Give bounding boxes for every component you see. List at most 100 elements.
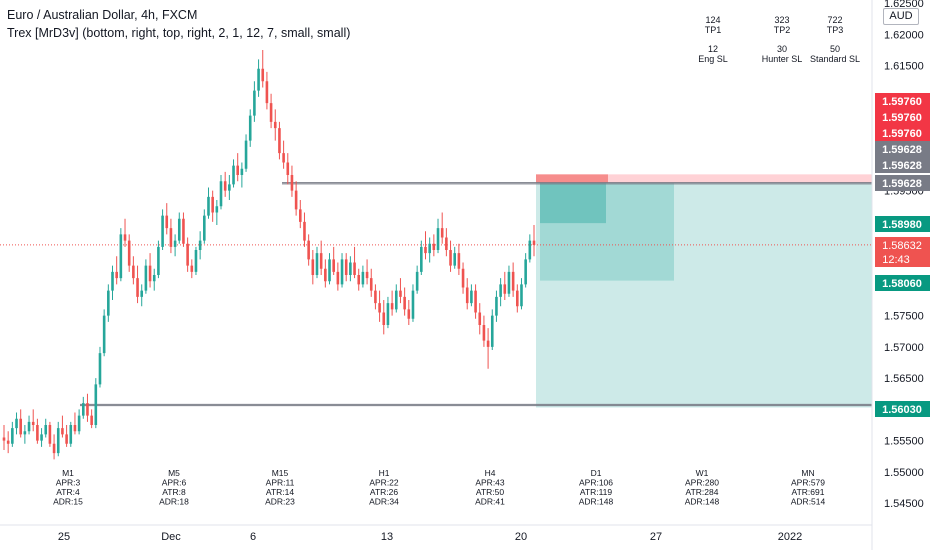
candle-body — [532, 240, 536, 245]
candle — [361, 265, 365, 288]
candle-body — [436, 228, 440, 250]
take-profit-zone-tp1 — [540, 182, 606, 224]
price-tag-bg — [875, 125, 930, 141]
candle — [253, 81, 256, 122]
price-tag-bg — [875, 93, 930, 109]
candle-body — [94, 384, 98, 425]
price-tag: 1.56030 — [875, 401, 930, 417]
candle — [44, 418, 48, 438]
candle — [190, 259, 194, 279]
candle — [449, 240, 452, 272]
candle-body — [516, 290, 519, 307]
candle — [236, 153, 240, 182]
candle — [11, 421, 14, 447]
price-tag-label: 1.56030 — [882, 404, 922, 416]
candle — [40, 428, 43, 447]
x-tick-label: 25 — [58, 531, 70, 543]
price-tag-bg — [875, 401, 930, 417]
price-tag-label: 1.59760 — [882, 96, 922, 108]
candle-body — [44, 425, 48, 435]
price-tag: 1.58980 — [875, 216, 930, 232]
candle — [432, 234, 436, 257]
target-label: Hunter SL — [761, 54, 803, 64]
price-tag-bg — [875, 216, 930, 232]
stat-line: W1 — [696, 468, 709, 478]
candle-body — [428, 243, 431, 254]
candle — [115, 256, 118, 285]
candle-body — [198, 240, 202, 250]
candle — [144, 259, 148, 294]
stat-line: ADR:23 — [265, 497, 295, 507]
candle-body — [73, 425, 77, 432]
candle — [265, 71, 269, 110]
candle — [532, 225, 536, 257]
candle-body — [353, 262, 356, 275]
x-tick-label: 13 — [381, 531, 393, 543]
price-tag-label: 1.58060 — [882, 278, 922, 290]
candle — [273, 109, 277, 141]
currency-badge[interactable]: AUD — [883, 8, 919, 25]
candle — [223, 171, 227, 197]
candle — [232, 159, 235, 188]
candle — [382, 300, 386, 335]
stat-line: ADR:34 — [369, 497, 399, 507]
candle — [516, 284, 519, 313]
candle — [303, 212, 306, 247]
candle-body — [445, 237, 448, 250]
candle — [90, 409, 93, 429]
candle-body — [507, 271, 511, 294]
candle-body — [111, 271, 114, 291]
candle-body — [228, 184, 231, 191]
candle-body — [132, 265, 135, 279]
candle-body — [340, 259, 344, 285]
candle-body — [31, 421, 35, 425]
candle — [369, 268, 373, 297]
candle-body — [15, 418, 18, 429]
y-tick-label: 1.55000 — [884, 467, 924, 479]
y-tick-label: 1.54500 — [884, 498, 924, 510]
stat-line: APR:11 — [266, 478, 295, 488]
candle-body — [102, 315, 106, 354]
price-tag-label: 1.58980 — [882, 219, 922, 231]
candle — [499, 278, 502, 307]
candle — [36, 418, 39, 444]
candle-body — [223, 181, 227, 191]
candle-body — [411, 290, 415, 319]
candle — [148, 253, 152, 288]
stat-line: ADR:148 — [685, 497, 720, 507]
price-tag-label: 1.59760 — [882, 128, 922, 140]
candle-body — [420, 246, 423, 272]
candle — [215, 200, 219, 225]
candle-body — [90, 415, 93, 425]
candle — [486, 328, 490, 369]
candle-body — [361, 271, 365, 285]
candle-body — [315, 253, 319, 275]
candle — [81, 396, 85, 419]
candle-body — [107, 290, 110, 316]
y-tick-label: 1.62000 — [884, 29, 924, 41]
candle-body — [520, 284, 523, 307]
candle — [349, 256, 352, 282]
stat-line: H1 — [379, 468, 390, 478]
last-price-tag-bg — [875, 237, 930, 267]
stat-line: ADR:15 — [53, 497, 83, 507]
candle-body — [244, 140, 248, 169]
candle — [261, 50, 265, 88]
price-tag: 1.58060 — [875, 275, 930, 291]
candle-body — [27, 421, 31, 432]
candle — [453, 246, 457, 269]
candle — [173, 234, 177, 257]
price-tag-label: 1.59760 — [882, 112, 922, 124]
candle — [307, 234, 310, 266]
candle — [470, 284, 473, 307]
candle — [94, 378, 98, 429]
stat-line: ATR:50 — [476, 487, 504, 497]
candle — [336, 262, 340, 291]
stat-line: M1 — [62, 468, 74, 478]
candle-body — [52, 443, 56, 454]
target-value: 722 — [827, 15, 843, 25]
